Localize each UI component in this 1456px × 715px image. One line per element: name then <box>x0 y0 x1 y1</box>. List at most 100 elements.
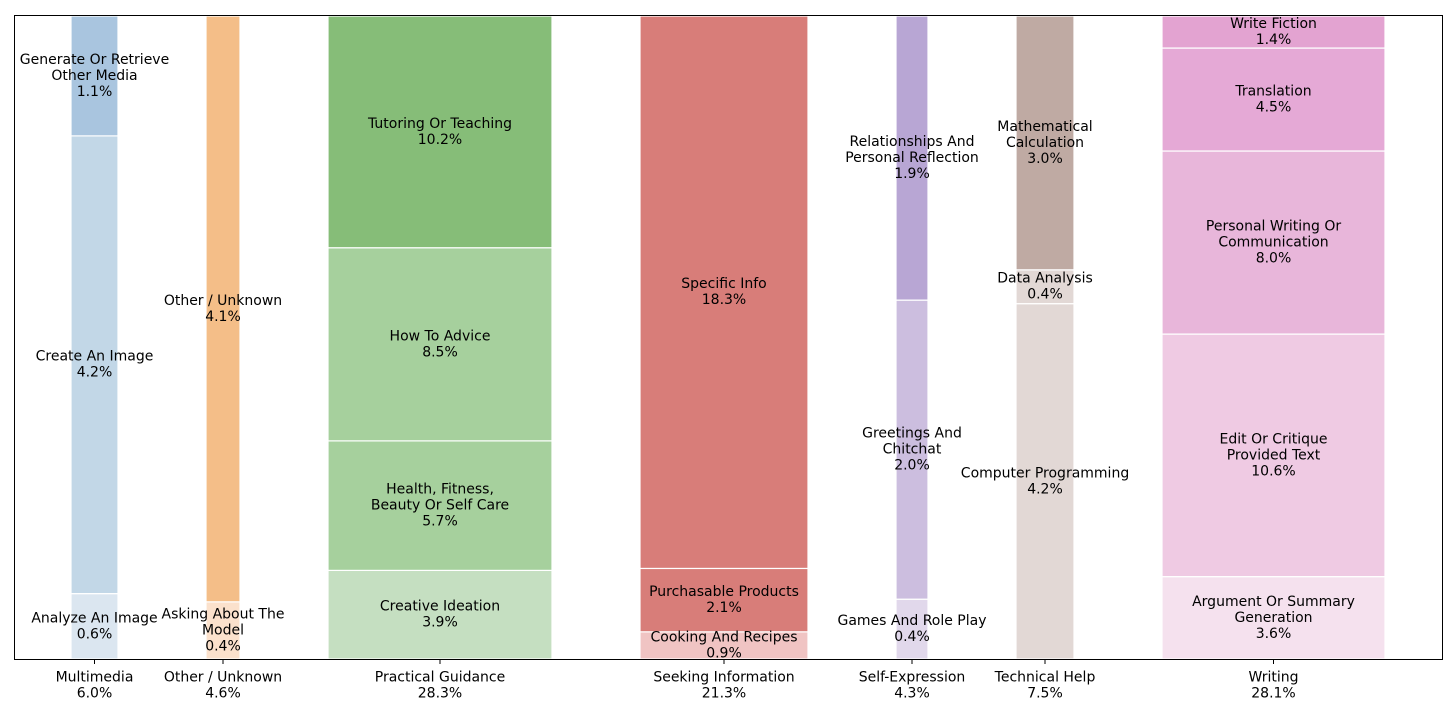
segment-label-health-fitness-beauty-or-self-care-line: Beauty Or Self Care <box>371 498 509 514</box>
bar-segment-tutoring-or-teaching <box>327 15 553 249</box>
segment-label-purchasable-products-line: 2.1% <box>706 600 742 616</box>
segment-label-generate-or-retrieve-other-media-line: Generate Or Retrieve <box>20 52 169 68</box>
bar-segment-create-an-image <box>70 135 119 595</box>
segment-label-how-to-advice-line: 8.5% <box>422 344 458 360</box>
segment-label-create-an-image-line: 4.2% <box>77 365 113 381</box>
x-tick-label-practical-guidance-line: 28.3% <box>418 686 462 702</box>
segment-label-asking-about-the-model-line: Model <box>202 622 244 638</box>
segment-label-health-fitness-beauty-or-self-care-line: Health, Fitness, <box>386 482 494 498</box>
bar-segment-edit-or-critique-provided-text <box>1161 333 1386 578</box>
segment-label-translation-line: Translation <box>1234 84 1311 100</box>
segment-label-how-to-advice-line: How To Advice <box>390 328 491 344</box>
segment-label-relationships-and-personal-reflection: Relationships And Personal Reflection 1.9% <box>845 134 979 182</box>
segment-label-write-fiction-line: 1.4% <box>1256 32 1292 48</box>
segment-label-other-unknown: Other / Unknown 4.1% <box>164 293 282 325</box>
segment-label-tutoring-or-teaching-line: 10.2% <box>418 132 462 148</box>
segment-label-computer-programming: Computer Programming 4.2% <box>961 465 1129 497</box>
x-tick-label-technical-help-line: Technical Help <box>994 670 1096 686</box>
segment-label-cooking-and-recipes-line: Cooking And Recipes <box>651 629 798 645</box>
segment-label-relationships-and-personal-reflection-line: Relationships And <box>849 134 974 150</box>
segment-label-write-fiction: Write Fiction 1.4% <box>1230 16 1317 48</box>
segment-label-computer-programming-line: Computer Programming <box>961 465 1129 481</box>
x-tick-label-writing-line: 28.1% <box>1251 686 1295 702</box>
x-tick-label-seeking-information: Seeking Information 21.3% <box>653 670 794 702</box>
bar-segment-specific-info <box>639 15 809 570</box>
segment-label-tutoring-or-teaching-line: Tutoring Or Teaching <box>367 116 512 132</box>
x-tick-label-practical-guidance: Practical Guidance 28.3% <box>375 670 505 702</box>
x-tick-label-self-expression: Self-Expression 4.3% <box>859 670 966 702</box>
bar-segment-purchasable-products <box>639 567 809 633</box>
bar-segment-computer-programming <box>1015 303 1075 660</box>
segment-label-write-fiction-line: Write Fiction <box>1230 16 1317 32</box>
bar-segment-cooking-and-recipes <box>639 631 809 660</box>
segment-label-asking-about-the-model: Asking About The Model 0.4% <box>162 606 285 654</box>
bar-segment-relationships-and-personal-reflection <box>895 15 929 301</box>
bar-segment-how-to-advice <box>327 247 553 442</box>
labels-layer: Analyze An Image 0.6%Create An Image 4.2%G… <box>20 16 1355 661</box>
segment-label-mathematical-calculation-line: Mathematical <box>997 119 1092 135</box>
bar-segment-mathematical-calculation <box>1015 15 1075 271</box>
segment-label-create-an-image-line: Create An Image <box>36 349 154 365</box>
segment-label-data-analysis-line: 0.4% <box>1027 287 1063 303</box>
x-tick-label-other-unknown-line: Other / Unknown <box>164 670 282 686</box>
bar-segment-analyze-an-image <box>70 593 119 660</box>
bar-segment-asking-about-the-model <box>205 601 241 660</box>
segment-label-other-unknown-line: 4.1% <box>205 309 241 325</box>
bar-segment-health-fitness-beauty-or-self-care <box>327 440 553 571</box>
segment-label-analyze-an-image-line: Analyze An Image <box>31 610 157 626</box>
x-tick-label-multimedia-line: Multimedia <box>56 670 134 686</box>
segment-label-edit-or-critique-provided-text-line: Edit Or Critique <box>1220 431 1328 447</box>
x-axis: Multimedia 6.0% Other / Unknown 4.6% Practic… <box>56 659 1299 702</box>
segment-label-personal-writing-or-communication-line: Communication <box>1218 235 1328 251</box>
segment-label-relationships-and-personal-reflection-line: 1.9% <box>894 166 930 182</box>
x-tick-label-multimedia: Multimedia 6.0% <box>56 670 134 702</box>
segment-label-edit-or-critique-provided-text-line: 10.6% <box>1251 463 1295 479</box>
segment-label-edit-or-critique-provided-text: Edit Or Critique Provided Text 10.6% <box>1220 431 1328 479</box>
segment-label-analyze-an-image: Analyze An Image 0.6% <box>31 610 157 642</box>
x-tick-label-self-expression-line: Self-Expression <box>859 670 966 686</box>
segment-label-specific-info: Specific Info 18.3% <box>681 276 766 308</box>
segment-label-creative-ideation-line: Creative Ideation <box>380 599 500 615</box>
segment-label-greetings-and-chitchat-line: Chitchat <box>883 442 942 458</box>
x-tick-label-practical-guidance-line: Practical Guidance <box>375 670 505 686</box>
segment-label-mathematical-calculation: Mathematical Calculation 3.0% <box>997 119 1092 167</box>
x-tick-label-seeking-information-line: Seeking Information <box>653 670 794 686</box>
segment-label-relationships-and-personal-reflection-line: Personal Reflection <box>845 150 979 166</box>
segment-label-data-analysis-line: Data Analysis <box>997 271 1093 287</box>
segment-label-creative-ideation: Creative Ideation 3.9% <box>380 599 500 631</box>
segment-label-argument-or-summary-generation-line: Argument Or Summary <box>1192 594 1355 610</box>
x-tick-label-multimedia-line: 6.0% <box>77 686 113 702</box>
segment-label-greetings-and-chitchat-line: 2.0% <box>894 458 930 474</box>
segment-label-specific-info-line: 18.3% <box>702 292 746 308</box>
bar-segment-personal-writing-or-communication <box>1161 150 1386 335</box>
bar-segment-argument-or-summary-generation <box>1161 576 1386 660</box>
segment-label-greetings-and-chitchat-line: Greetings And <box>862 426 962 442</box>
bar-segment-creative-ideation <box>327 569 553 660</box>
segment-label-translation-line: 4.5% <box>1256 100 1292 116</box>
segment-label-how-to-advice: How To Advice 8.5% <box>390 328 491 360</box>
segment-label-argument-or-summary-generation-line: Generation <box>1234 610 1312 626</box>
segment-label-analyze-an-image-line: 0.6% <box>77 626 113 642</box>
bars-layer <box>70 15 1386 660</box>
segment-label-asking-about-the-model-line: 0.4% <box>205 638 241 654</box>
segment-label-personal-writing-or-communication: Personal Writing Or Communication 8.0% <box>1206 219 1341 267</box>
segment-label-cooking-and-recipes-line: 0.9% <box>706 645 742 661</box>
segment-label-specific-info-line: Specific Info <box>681 276 766 292</box>
segment-label-generate-or-retrieve-other-media: Generate Or Retrieve Other Media 1.1% <box>20 52 169 100</box>
segment-label-mathematical-calculation-line: Calculation <box>1006 135 1084 151</box>
segment-label-translation: Translation 4.5% <box>1234 84 1311 116</box>
x-tick-label-other-unknown-line: 4.6% <box>205 686 241 702</box>
segment-label-cooking-and-recipes: Cooking And Recipes 0.9% <box>651 629 798 661</box>
segment-label-health-fitness-beauty-or-self-care-line: 5.7% <box>422 514 458 530</box>
segment-label-other-unknown-line: Other / Unknown <box>164 293 282 309</box>
x-tick-label-other-unknown: Other / Unknown 4.6% <box>164 670 282 702</box>
bar-segment-write-fiction <box>1161 15 1386 49</box>
segment-label-creative-ideation-line: 3.9% <box>422 615 458 631</box>
segment-label-data-analysis: Data Analysis 0.4% <box>997 271 1093 303</box>
segment-label-purchasable-products-line: Purchasable Products <box>649 584 799 600</box>
segment-label-health-fitness-beauty-or-self-care: Health, Fitness, Beauty Or Self Care 5.7% <box>371 482 509 530</box>
x-tick-label-technical-help-line: 7.5% <box>1027 686 1063 702</box>
segment-label-asking-about-the-model-line: Asking About The <box>162 606 285 622</box>
segment-label-computer-programming-line: 4.2% <box>1027 481 1063 497</box>
